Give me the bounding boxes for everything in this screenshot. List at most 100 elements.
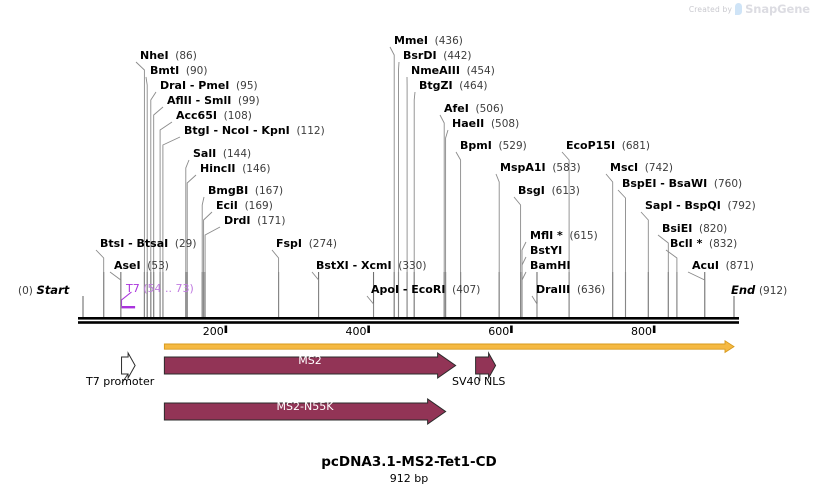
enzyme-label-btgzi[interactable]: BtgZI (464) xyxy=(419,80,488,92)
enzyme-label-btgi-ncoi-kpni[interactable]: BtgI - NcoI - KpnI (112) xyxy=(184,125,325,137)
enzyme-leader-line xyxy=(389,46,395,317)
enzyme-label-btsi-btsai[interactable]: BtsI - BtsaI (29) xyxy=(100,238,196,250)
enzyme-label-bsrdi[interactable]: BsrDI (442) xyxy=(403,50,472,62)
enzyme-position: (436) xyxy=(427,35,463,47)
enzyme-leader-line xyxy=(311,271,320,317)
enzyme-name: ApoI - EcoRI xyxy=(371,283,446,296)
enzyme-position: (167) xyxy=(248,185,284,197)
t7-label-name: T7 xyxy=(126,282,140,295)
enzyme-name: SapI - BspQI xyxy=(645,199,721,212)
enzyme-name: BtgI - NcoI - KpnI xyxy=(184,124,290,137)
feature-arrow-sv40-nls[interactable] xyxy=(475,351,497,380)
ruler-tick xyxy=(652,325,656,333)
enzyme-name: DrdI xyxy=(224,214,251,227)
enzyme-label-sali[interactable]: SalI (144) xyxy=(193,148,251,160)
end-position: (912) xyxy=(758,285,788,297)
enzyme-label-fspi[interactable]: FspI (274) xyxy=(276,238,337,250)
ruler-tick xyxy=(224,325,228,333)
enzyme-label-apoi-ecori[interactable]: ApoI - EcoRI (407) xyxy=(371,284,480,296)
enzyme-label-asei[interactable]: AseI (53) xyxy=(114,260,169,272)
enzyme-leader-line xyxy=(153,106,164,317)
enzyme-label-hincii[interactable]: HincII (146) xyxy=(200,163,270,175)
enzyme-name: EcoP15I xyxy=(566,139,616,152)
enzyme-label-bmgbi[interactable]: BmgBI (167) xyxy=(208,185,283,197)
enzyme-label-bamhi[interactable]: BamHI xyxy=(530,260,571,271)
enzyme-name: HaeII xyxy=(452,117,485,130)
enzyme-leader-line xyxy=(521,256,527,317)
enzyme-label-msci[interactable]: MscI (742) xyxy=(610,162,673,174)
feature-label-ms2-n55k: MS2-N55K xyxy=(276,400,334,413)
enzyme-label-nmeaiii[interactable]: NmeAIII (454) xyxy=(411,65,495,77)
enzyme-position: (615) xyxy=(562,230,598,242)
enzyme-label-haeii[interactable]: HaeII (508) xyxy=(452,118,519,130)
enzyme-label-drai-pmei[interactable]: DraI - PmeI (95) xyxy=(160,80,258,92)
enzyme-label-aflii-smli[interactable]: AflII - SmlI (99) xyxy=(167,95,260,107)
enzyme-label-mspa1i[interactable]: MspA1I (583) xyxy=(500,162,581,174)
enzyme-position: (407) xyxy=(445,284,481,296)
enzyme-label-mfli[interactable]: MflI * (615) xyxy=(530,230,598,242)
ruler-label-600: 600 xyxy=(488,325,510,338)
enzyme-position: (442) xyxy=(436,50,472,62)
ruler-label-800: 800 xyxy=(631,325,653,338)
enzyme-position: (742) xyxy=(638,162,674,174)
enzyme-label-draiii[interactable]: DraIII (636) xyxy=(536,284,605,296)
enzyme-label-bmti[interactable]: BmtI (90) xyxy=(150,65,207,77)
enzyme-name: MflI * xyxy=(530,229,563,242)
end-text: End xyxy=(731,283,756,297)
enzyme-position: (274) xyxy=(302,238,337,250)
enzyme-position: (146) xyxy=(235,163,271,175)
enzyme-position: (529) xyxy=(491,140,527,152)
enzyme-label-bsiei[interactable]: BsiEI (820) xyxy=(662,223,727,235)
enzyme-label-bspei-bsawi[interactable]: BspEI - BsaWI (760) xyxy=(622,178,742,190)
enzyme-position: (871) xyxy=(718,260,754,272)
enzyme-name: BspEI - BsaWI xyxy=(622,177,708,190)
enzyme-name: AseI xyxy=(114,259,141,272)
enzyme-leader-line xyxy=(95,249,105,317)
enzyme-label-ecop15i[interactable]: EcoP15I (681) xyxy=(566,140,650,152)
feature-arrow-ms2-n55k[interactable] xyxy=(163,398,447,425)
enzyme-name: NmeAIII xyxy=(411,64,460,77)
enzyme-leader-line xyxy=(531,295,538,317)
enzyme-name: BclI * xyxy=(670,237,703,250)
enzyme-label-nhei[interactable]: NheI (86) xyxy=(140,50,197,62)
enzyme-leader-line xyxy=(455,151,462,317)
enzyme-label-bstxi-xcmi[interactable]: BstXI - XcmI (330) xyxy=(316,260,426,272)
enzyme-position: (112) xyxy=(289,125,325,137)
enzyme-name: AcuI xyxy=(692,259,719,272)
t7-promoter-feature-bar[interactable] xyxy=(121,306,136,309)
enzyme-name: DraI - PmeI xyxy=(160,79,230,92)
enzyme-name: BstXI - XcmI xyxy=(316,259,392,272)
enzyme-name: BsgI xyxy=(518,184,545,197)
enzyme-label-acc65i[interactable]: Acc65I (108) xyxy=(176,110,252,122)
enzyme-label-bpmi[interactable]: BpmI (529) xyxy=(460,140,527,152)
enzyme-name: DraIII xyxy=(536,283,571,296)
enzyme-label-mmei[interactable]: MmeI (436) xyxy=(394,35,463,47)
enzyme-label-acui[interactable]: AcuI (871) xyxy=(692,260,754,272)
enzyme-label-bstyi[interactable]: BstYI xyxy=(530,245,562,256)
enzyme-label-drdi[interactable]: DrdI (171) xyxy=(224,215,285,227)
orf-arrow[interactable] xyxy=(163,339,735,354)
enzyme-label-afei[interactable]: AfeI (506) xyxy=(444,103,504,115)
enzyme-label-ecii[interactable]: EciI (169) xyxy=(216,200,273,212)
enzyme-name: AflII - SmlI xyxy=(167,94,232,107)
sequence-length: 912 bp xyxy=(389,472,429,485)
enzyme-leader-line xyxy=(204,226,221,317)
enzyme-leader-line xyxy=(513,196,522,317)
feature-arrow-t7-promoter[interactable] xyxy=(121,351,136,380)
enzyme-position: (820) xyxy=(692,223,728,235)
enzyme-label-sapi-bspqi[interactable]: SapI - BspQI (792) xyxy=(645,200,756,212)
enzyme-leader-line xyxy=(366,295,374,317)
feature-arrow-ms2[interactable] xyxy=(163,352,457,379)
enzyme-label-bcli[interactable]: BclI * (832) xyxy=(670,238,737,250)
enzyme-leader-line xyxy=(271,249,280,317)
page-title: pcDNA3.1-MS2-Tet1-CD xyxy=(321,454,497,470)
enzyme-leader-line xyxy=(201,196,205,317)
enzyme-name: MmeI xyxy=(394,34,428,47)
enzyme-name: BtsI - BtsaI xyxy=(100,237,169,250)
enzyme-name: BtgZI xyxy=(419,79,453,92)
enzyme-label-bsgi[interactable]: BsgI (613) xyxy=(518,185,580,197)
enzyme-leader-line xyxy=(665,249,678,317)
enzyme-name: HincII xyxy=(200,162,236,175)
